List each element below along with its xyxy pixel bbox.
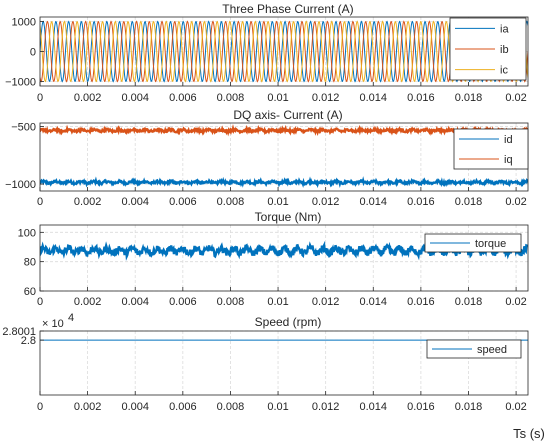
x-tick-label: 0.01 bbox=[267, 196, 288, 208]
panel-4: 0 0.002 0.004 0.006 0.008 0.01 0.012 0.014 0.016… bbox=[2, 312, 545, 441]
x-tick-label: 0.014 bbox=[360, 296, 388, 308]
x-tick-label: 0.008 bbox=[217, 196, 245, 208]
y-exponent-power: 4 bbox=[68, 312, 74, 324]
x-tick-label: 0.012 bbox=[312, 196, 340, 208]
y-tick-label: 60 bbox=[24, 286, 36, 298]
x-tick-label: 0.02 bbox=[505, 401, 526, 413]
series-line-id bbox=[40, 176, 528, 189]
chart-title: Speed (rpm) bbox=[255, 315, 322, 329]
y-tick-label: 2.8 bbox=[21, 335, 36, 347]
x-tick-label: 0.016 bbox=[407, 92, 435, 104]
legend-box bbox=[424, 233, 522, 253]
panel-1: 0 0.002 0.004 0.006 0.008 0.01 0.012 0.014 0.016… bbox=[5, 2, 529, 104]
x-tick-label: 0.002 bbox=[74, 92, 102, 104]
legend-label-ia: ia bbox=[500, 23, 509, 35]
x-tick-label: 0.004 bbox=[121, 196, 149, 208]
series-line-iq bbox=[40, 124, 528, 137]
legend: torque bbox=[424, 233, 522, 253]
x-tick-label: 0.014 bbox=[360, 401, 388, 413]
legend-label-speed: speed bbox=[477, 344, 507, 356]
x-tick-label: 0.01 bbox=[267, 92, 288, 104]
chart-title: Three Phase Current (A) bbox=[222, 2, 353, 16]
x-tick-label: 0.008 bbox=[217, 92, 245, 104]
x-tick-label: 0.004 bbox=[121, 296, 149, 308]
x-tick-label: 0 bbox=[37, 92, 43, 104]
x-tick-label: 0.006 bbox=[169, 92, 197, 104]
x-tick-label: 0.018 bbox=[455, 296, 483, 308]
legend: id iq bbox=[453, 128, 529, 170]
series-line-ic bbox=[40, 20, 528, 83]
y-tick-label: 0 bbox=[30, 47, 36, 59]
y-tick-label: 1000 bbox=[12, 17, 36, 29]
x-tick-label: 0.012 bbox=[312, 401, 340, 413]
y-tick-label: −500 bbox=[11, 121, 36, 133]
axes-box bbox=[39, 330, 529, 396]
legend: speed bbox=[426, 339, 522, 359]
x-tick-label: 0.014 bbox=[360, 196, 388, 208]
x-tick-label: 0.01 bbox=[267, 296, 288, 308]
x-tick-label: 0.002 bbox=[74, 296, 102, 308]
x-tick-label: 0.014 bbox=[360, 92, 388, 104]
legend-label-ib: ib bbox=[500, 44, 509, 56]
legend: ia ib ic bbox=[449, 17, 527, 81]
x-tick-label: 0.006 bbox=[169, 401, 197, 413]
x-tick-label: 0.008 bbox=[217, 401, 245, 413]
legend-label-ic: ic bbox=[500, 65, 508, 77]
x-tick-label: 0.018 bbox=[455, 196, 483, 208]
x-tick-label: 0.02 bbox=[505, 92, 526, 104]
y-exponent-label: × 10 bbox=[42, 318, 64, 330]
panel-3: 0 0.002 0.004 0.006 0.008 0.01 0.012 0.014 0.016… bbox=[18, 210, 529, 308]
x-axis-label: Ts (s) bbox=[513, 426, 545, 441]
legend-label-iq: iq bbox=[504, 154, 513, 166]
legend-box bbox=[453, 128, 529, 170]
x-tick-label: 0.002 bbox=[74, 196, 102, 208]
y-tick-label: −1000 bbox=[5, 77, 36, 89]
chart-title: DQ axis- Current (A) bbox=[233, 108, 342, 122]
y-tick-label: −1000 bbox=[5, 179, 36, 191]
y-tick-label: 2.8001 bbox=[2, 326, 36, 338]
x-tick-label: 0.004 bbox=[121, 401, 149, 413]
series-line-ia bbox=[40, 20, 528, 83]
x-tick-label: 0.008 bbox=[217, 296, 245, 308]
x-tick-label: 0.016 bbox=[407, 196, 435, 208]
series-group bbox=[40, 20, 528, 83]
x-tick-label: 0.016 bbox=[407, 401, 435, 413]
x-tick-label: 0.006 bbox=[169, 296, 197, 308]
x-tick-label: 0.018 bbox=[455, 401, 483, 413]
x-tick-label: 0 bbox=[37, 296, 43, 308]
panel-2: 0 0.002 0.004 0.006 0.008 0.01 0.012 0.014 0.016… bbox=[5, 108, 529, 208]
x-tick-label: 0.018 bbox=[455, 92, 483, 104]
chart-title: Torque (Nm) bbox=[255, 210, 322, 224]
x-tick-label: 0 bbox=[37, 401, 43, 413]
x-tick-label: 0.012 bbox=[312, 296, 340, 308]
axes-box bbox=[39, 224, 529, 292]
y-tick-label: 100 bbox=[18, 227, 36, 239]
x-tick-label: 0.012 bbox=[312, 92, 340, 104]
x-tick-label: 0.016 bbox=[407, 296, 435, 308]
x-tick-label: 0.004 bbox=[121, 92, 149, 104]
x-tick-label: 0.01 bbox=[267, 401, 288, 413]
x-tick-label: 0.002 bbox=[74, 401, 102, 413]
legend-box bbox=[426, 339, 522, 359]
series-group bbox=[40, 124, 528, 189]
legend-label-id: id bbox=[504, 134, 513, 146]
series-line-ib bbox=[40, 20, 528, 83]
x-tick-label: 0.02 bbox=[505, 296, 526, 308]
x-tick-label: 0.02 bbox=[505, 196, 526, 208]
y-tick-label: 80 bbox=[24, 257, 36, 269]
legend-label-torque: torque bbox=[475, 238, 506, 250]
x-tick-label: 0.006 bbox=[169, 196, 197, 208]
x-tick-label: 0 bbox=[37, 196, 43, 208]
